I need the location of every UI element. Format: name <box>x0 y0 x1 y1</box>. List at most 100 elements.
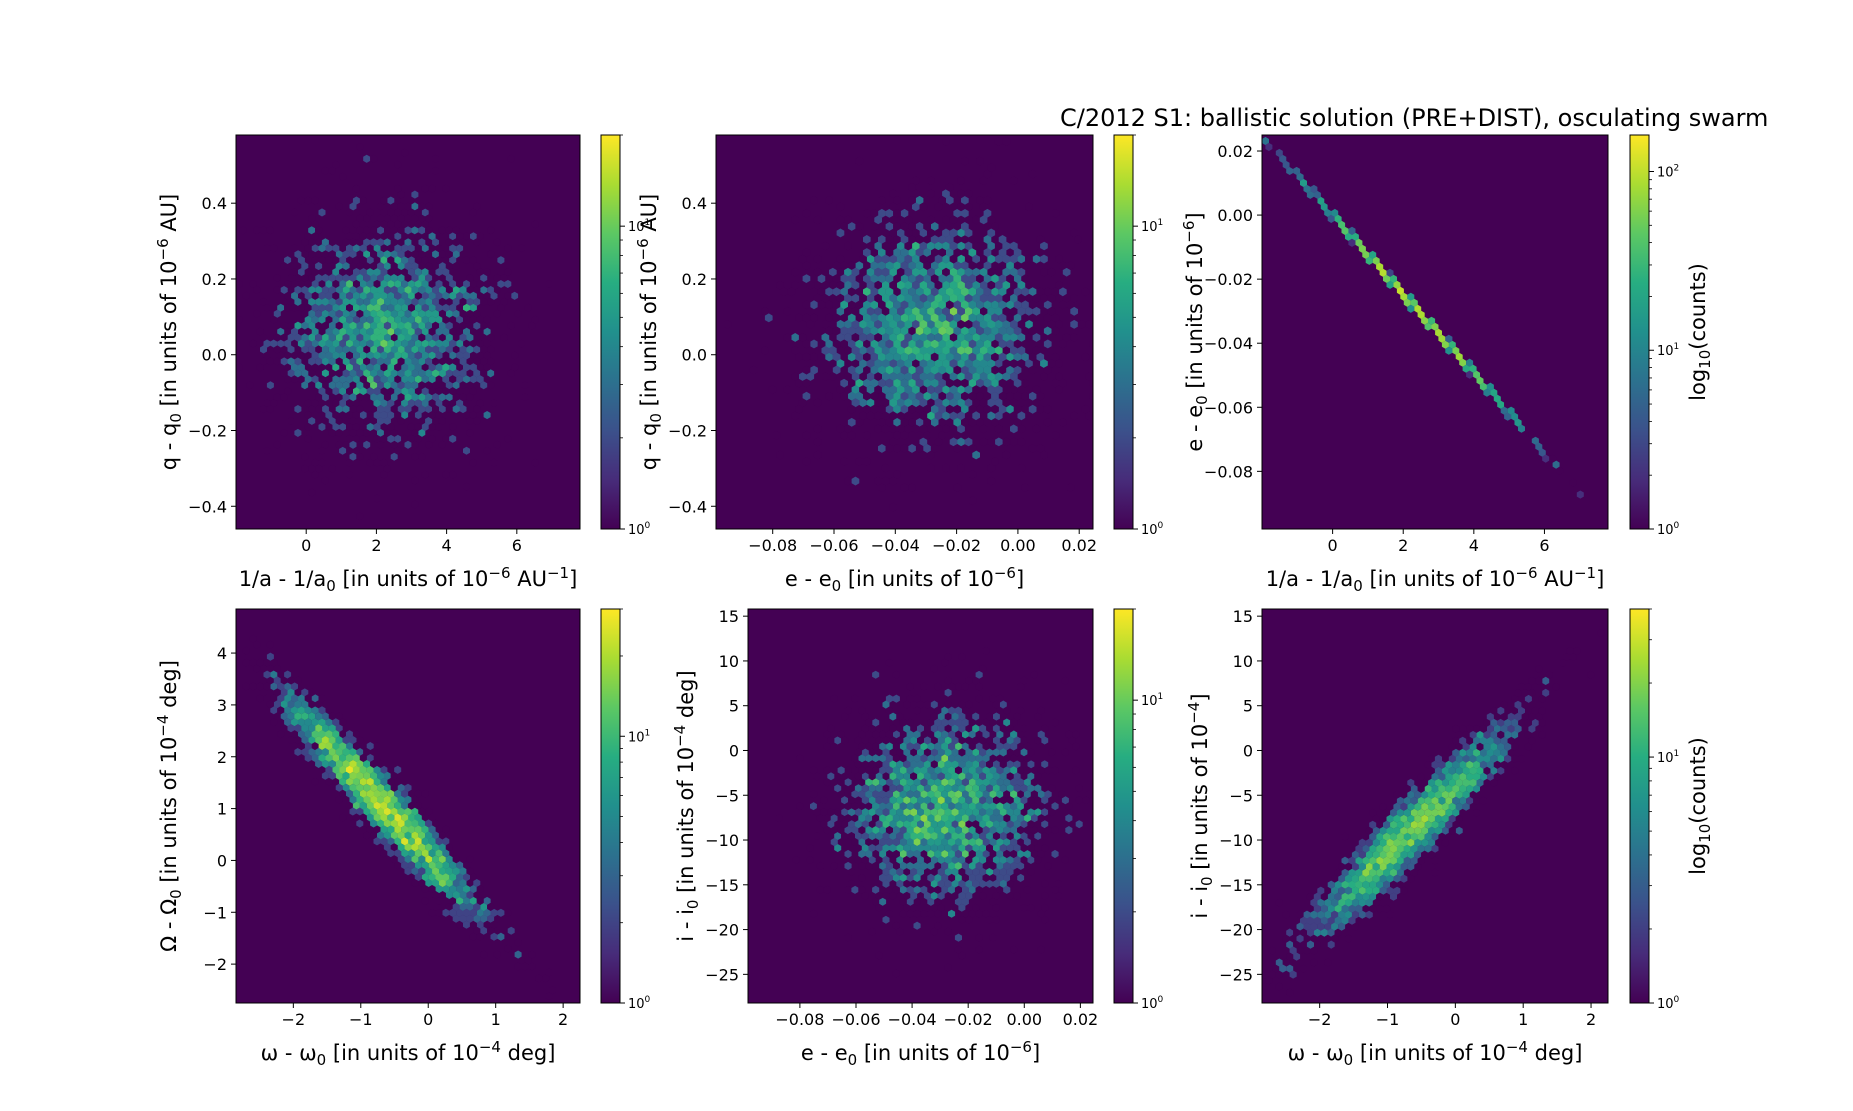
hexbin-cell <box>941 814 949 823</box>
hexbin-cell <box>356 512 364 521</box>
hexbin-cell <box>418 202 426 211</box>
hexbin-cell <box>893 313 901 323</box>
hexbin-cell <box>1424 322 1432 331</box>
hexbin-cell <box>401 339 409 348</box>
y-tick-label: 0.4 <box>682 194 707 213</box>
hexbin-cell <box>401 148 409 157</box>
hexbin-cell <box>957 359 965 368</box>
hexbin-cell <box>414 256 422 265</box>
hexbin-cell <box>483 908 491 917</box>
hexbin-cell <box>937 832 945 841</box>
hexbin-cell <box>889 359 897 368</box>
hexbin-cell <box>352 777 360 786</box>
hexbin-cell <box>390 381 398 390</box>
hexbin-cell <box>913 730 921 739</box>
hexbin-cell <box>953 248 962 257</box>
hexbin-cell <box>855 300 864 310</box>
hexbin-cell <box>1576 490 1584 499</box>
hexbin-cell <box>919 411 928 421</box>
hexbin-cell <box>908 261 916 270</box>
hexbin-cell <box>957 319 965 329</box>
hexbin-cell <box>308 238 316 247</box>
hexbin-cell <box>1027 832 1035 841</box>
hexbin-cell <box>459 285 467 294</box>
hexbin-cell <box>452 867 460 876</box>
hexbin-cell <box>291 291 298 300</box>
hexbin-cell <box>900 261 909 270</box>
hexbin-cell <box>979 808 987 817</box>
hexbin-cell <box>923 391 931 401</box>
hexbin-cell <box>1037 790 1045 799</box>
hexbin-cell <box>851 319 860 329</box>
hexbin-cell <box>273 357 281 366</box>
hexbin-cell <box>490 458 498 467</box>
hexbin-cell <box>432 333 439 342</box>
hexbin-cell <box>459 309 467 318</box>
hexbin-cell <box>352 256 360 265</box>
hexbin-cell <box>1017 267 1026 277</box>
hexbin-cell <box>373 315 381 324</box>
hexbin-cell <box>972 306 980 316</box>
hexbin-cell <box>1490 718 1498 727</box>
hexbin-cell <box>318 208 326 217</box>
hexbin-cell <box>910 736 918 745</box>
hexbin-cell <box>1556 466 1564 475</box>
hexbin-cell <box>1313 940 1321 949</box>
hexbin-cell <box>868 784 876 793</box>
hexbin-cell <box>401 399 409 408</box>
hexbin-cell <box>941 849 949 859</box>
hexbin-cell <box>373 411 381 420</box>
hexbin-cell <box>1483 754 1491 763</box>
hexbin-cell <box>1400 292 1408 301</box>
hexbin-cell <box>1459 784 1467 793</box>
hexbin-cell <box>311 351 319 360</box>
hexbin-cell <box>1072 742 1080 751</box>
hexbin-cell <box>421 885 429 894</box>
hexbin-cell <box>356 759 364 768</box>
hexbin-cell <box>854 808 862 817</box>
hexbin-cell <box>1410 820 1418 829</box>
hexbin-cell <box>855 417 864 427</box>
hexbin-cell <box>992 844 1000 853</box>
hexbin-cell <box>951 879 959 888</box>
panels-group: 0 2 4 6−0.4−0.20.00.20.41/a - 1/a0 [in unit… <box>154 134 1714 1069</box>
hexbin-cell <box>425 262 433 271</box>
hexbin-cell <box>397 202 405 211</box>
hexbin-cell <box>992 772 1000 781</box>
hexbin-cell <box>996 802 1004 811</box>
hexbin-cell <box>404 369 412 378</box>
hexbin-cell <box>991 313 999 323</box>
hexbin-cell <box>908 365 916 375</box>
hexbin-cell <box>452 297 460 306</box>
hexbin-cell <box>414 244 422 253</box>
y-tick-label: −0.2 <box>668 422 707 441</box>
hexbin-cell <box>315 381 323 390</box>
hexbin-cell <box>328 381 336 390</box>
hexbin-cell <box>764 313 773 323</box>
hexbin-cell <box>998 274 1007 284</box>
hexbin-cell <box>1310 958 1318 967</box>
hexbin-cell <box>1025 333 1033 342</box>
hexbin-cell <box>366 387 374 396</box>
hexbin-cell <box>1348 856 1356 865</box>
hexbin-cell <box>938 378 946 388</box>
hexbin-cell <box>1010 359 1018 368</box>
hexbin-cell <box>968 391 977 401</box>
hexbin-cell <box>452 321 460 330</box>
hexbin-cell <box>986 724 993 733</box>
hexbin-cell <box>1393 862 1401 871</box>
hexbin-cell <box>889 424 897 434</box>
hexbin-cell <box>1003 778 1011 787</box>
hexbin-cell <box>987 463 996 473</box>
hexbin-cell <box>380 849 388 858</box>
hexbin-cell <box>904 385 913 395</box>
hexbin-cell <box>315 321 323 330</box>
hexbin-cell <box>1003 802 1011 811</box>
hexbin-cell <box>889 228 897 238</box>
hexbin-cell <box>865 838 873 847</box>
hexbin-cell <box>938 430 946 440</box>
hexbin-cell <box>882 879 890 888</box>
hexbin-cell <box>903 724 911 733</box>
hexbin-cell <box>892 766 900 775</box>
hexbin-cell <box>366 777 374 786</box>
